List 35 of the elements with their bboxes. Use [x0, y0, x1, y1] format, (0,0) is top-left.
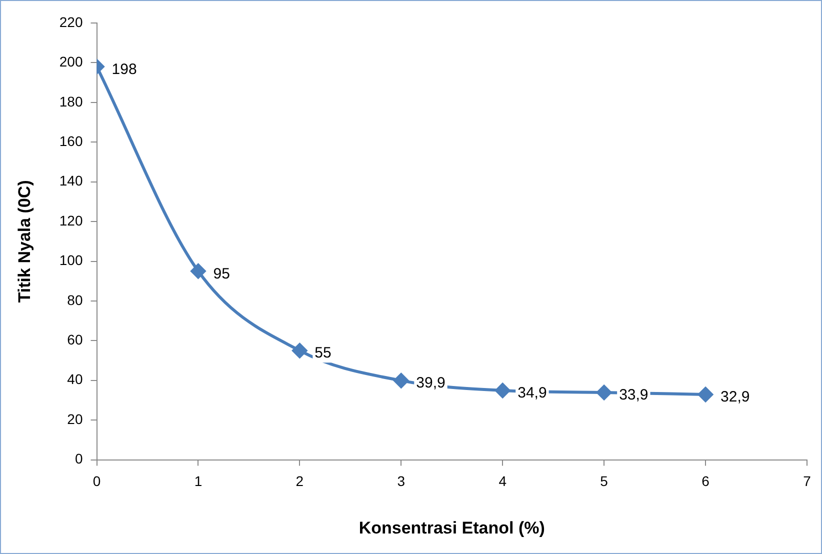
point — [698, 386, 714, 402]
y-tick-label: 60 — [67, 332, 83, 348]
point — [394, 373, 409, 388]
data-label: 32,9 — [720, 388, 750, 406]
data-label: 55 — [314, 344, 332, 362]
y-axis-title: Titik Nyala (0C) — [14, 180, 34, 303]
x-tick-label: 2 — [296, 473, 304, 490]
point — [596, 384, 612, 400]
x-tick-label: 6 — [702, 473, 710, 490]
point — [292, 343, 308, 358]
x-tick-label: 0 — [92, 473, 101, 490]
y-tick-label: 0 — [74, 450, 83, 467]
x-tick-label: 3 — [397, 473, 406, 490]
y-tick-label: 80 — [67, 292, 83, 308]
point — [190, 264, 206, 279]
x-tick-label: 1 — [194, 473, 202, 490]
y-tick-label: 160 — [59, 132, 83, 149]
y-tick-label: 200 — [59, 54, 83, 70]
y-tick-label: 20 — [67, 410, 83, 427]
y-tick-label: 140 — [59, 172, 83, 189]
x-axis-title: Konsentrasi Etanol (%) — [358, 518, 545, 538]
point — [495, 383, 510, 398]
x-tick-label: 7 — [803, 473, 812, 490]
data-label: 39,9 — [416, 374, 446, 392]
data-label: 33,9 — [619, 386, 648, 404]
y-tick-label: 180 — [59, 93, 83, 110]
x-tick-label: 5 — [600, 473, 608, 490]
y-tick-label: 220 — [59, 14, 83, 30]
y-tick-label: 100 — [59, 252, 83, 268]
y-tick-label: 120 — [59, 212, 83, 228]
data-label: 34,9 — [518, 384, 547, 402]
x-tick-label: 4 — [498, 473, 507, 490]
data-label: 95 — [213, 265, 230, 282]
data-label: 198 — [112, 60, 137, 78]
y-tick-label: 40 — [67, 371, 83, 388]
